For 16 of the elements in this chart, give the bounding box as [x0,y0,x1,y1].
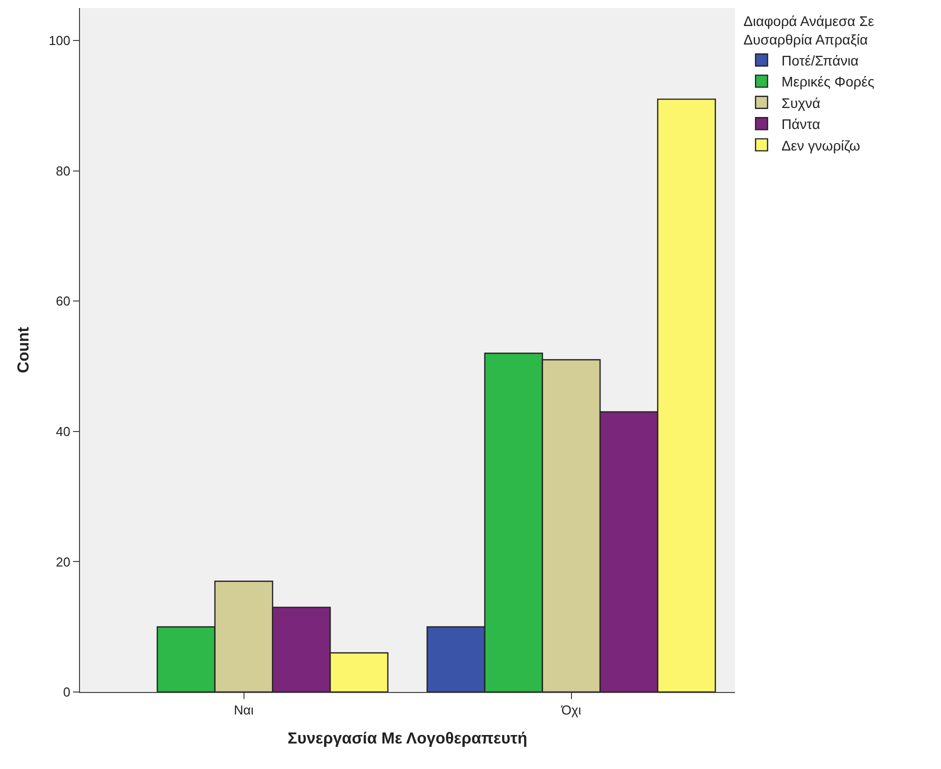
legend-label: Δεν γνωρίζω [782,137,860,154]
legend-label: Συχνά [782,94,820,111]
y-axis-title: Count [16,326,33,374]
legend-title: Διαφορά Ανάμεσα Σε Δυσαρθρία Απραξία [744,13,874,48]
x-tick-label: Ναι [234,702,254,718]
legend-label: Πάντα [782,116,820,132]
legend-label: Ποτέ/Σπάνια [782,52,859,68]
y-tick-label: 60 [56,294,70,309]
x-axis-title: Συνεργασία Με Λογοθεραπευτή [288,730,528,748]
y-tick-label: 40 [56,424,70,439]
x-tick-label: Όχι [560,702,582,718]
y-tick-label: 0 [63,684,70,700]
y-tick-label: 80 [56,163,70,178]
y-tick-label: 100 [48,33,70,48]
y-tick-label: 20 [56,554,70,570]
legend-label: Μερικές Φορές [782,74,875,90]
